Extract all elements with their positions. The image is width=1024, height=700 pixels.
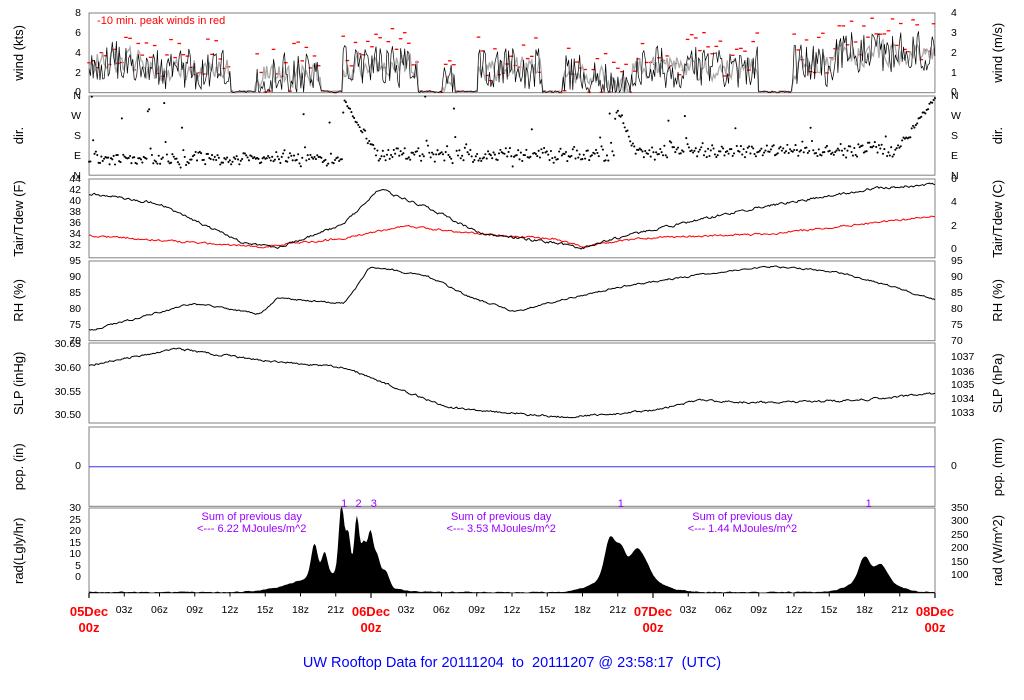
svg-text:-10 min. peak winds in red: -10 min. peak winds in red — [97, 15, 225, 27]
